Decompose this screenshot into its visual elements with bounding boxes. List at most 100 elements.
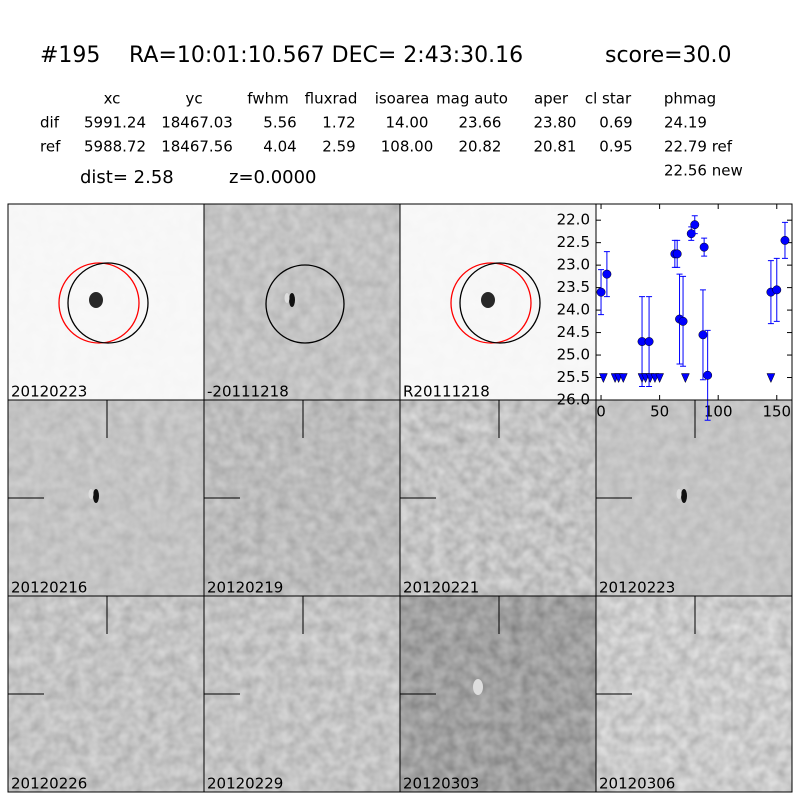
y-tick-label: 23.5 bbox=[557, 278, 590, 296]
column-header: fluxrad bbox=[305, 90, 358, 108]
data-point bbox=[698, 330, 708, 340]
candidate-id: #195 bbox=[40, 43, 100, 68]
panel-label: 20120306 bbox=[599, 775, 675, 793]
table-cell: 5988.72 bbox=[84, 138, 146, 156]
image-panel: 20120226 bbox=[7, 595, 205, 793]
table-cell: 24.19 bbox=[664, 114, 707, 132]
y-tick-label: 25.0 bbox=[557, 346, 590, 364]
source bbox=[681, 489, 687, 503]
image-panel: 20120306 bbox=[595, 595, 793, 793]
upper-limit bbox=[618, 373, 628, 384]
table-cell: 108.00 bbox=[381, 138, 434, 156]
score: score=30.0 bbox=[605, 43, 732, 68]
table-cell: 4.04 bbox=[263, 138, 296, 156]
table-cell: 1.72 bbox=[322, 114, 355, 132]
data-point bbox=[644, 337, 654, 347]
column-header: mag auto bbox=[436, 90, 508, 108]
image-panel: 20120223 bbox=[595, 399, 793, 597]
column-header: phmag bbox=[664, 90, 716, 108]
row-label: dif bbox=[40, 114, 60, 132]
source bbox=[676, 489, 682, 499]
table-cell: 23.80 bbox=[534, 114, 577, 132]
panel-label: -20111218 bbox=[207, 383, 289, 401]
source bbox=[89, 292, 103, 308]
y-tick-label: 22.0 bbox=[557, 211, 590, 229]
column-header: xc bbox=[104, 90, 121, 108]
redshift: z=0.0000 bbox=[229, 167, 317, 188]
table-cell: 18467.56 bbox=[161, 138, 233, 156]
source bbox=[481, 292, 495, 308]
y-tick-label: 22.5 bbox=[557, 233, 590, 251]
column-header: isoarea bbox=[375, 90, 430, 108]
plot-frame bbox=[595, 203, 793, 401]
panel-label: 20120226 bbox=[11, 775, 87, 793]
panel-image bbox=[204, 204, 400, 400]
panel-label: 20120221 bbox=[403, 579, 479, 597]
panel-label: R20111218 bbox=[403, 383, 490, 401]
panel-image bbox=[8, 204, 204, 400]
dif-circle bbox=[459, 262, 541, 344]
data-point bbox=[780, 235, 790, 245]
dif-circle bbox=[67, 262, 149, 344]
table-cell: 14.00 bbox=[386, 114, 429, 132]
source bbox=[88, 489, 94, 499]
image-panel: 20120216 bbox=[7, 399, 205, 597]
table-cell: 0.95 bbox=[599, 138, 632, 156]
data-point bbox=[690, 220, 700, 230]
data-point bbox=[772, 285, 782, 295]
image-panel: 20120229 bbox=[203, 595, 401, 793]
ref-circle bbox=[450, 262, 532, 344]
row-label: ref bbox=[40, 138, 61, 156]
new-mag: 22.56 new bbox=[664, 162, 743, 180]
table-cell: 0.69 bbox=[599, 114, 632, 132]
panel-image bbox=[400, 204, 596, 400]
data-point bbox=[699, 242, 709, 252]
upper-limit bbox=[766, 373, 776, 384]
panel-frame bbox=[595, 595, 793, 793]
source bbox=[284, 293, 290, 303]
table-cell: 22.79 ref bbox=[664, 138, 733, 156]
column-header: aper bbox=[534, 90, 569, 108]
image-panel: 20120303 bbox=[399, 595, 597, 793]
y-tick-label: 24.0 bbox=[557, 301, 590, 319]
table-cell: 18467.03 bbox=[161, 114, 233, 132]
source bbox=[473, 679, 483, 695]
column-header: yc bbox=[185, 90, 202, 108]
data-point bbox=[703, 370, 713, 380]
table-cell: 5.56 bbox=[263, 114, 296, 132]
panel-label: 20120229 bbox=[207, 775, 283, 793]
x-tick-label: 50 bbox=[650, 403, 669, 421]
coordinates: RA=10:01:10.567 DEC= 2:43:30.16 bbox=[129, 43, 523, 68]
upper-limit bbox=[598, 373, 608, 384]
data-point bbox=[602, 269, 612, 279]
image-panel: 20120223 bbox=[7, 203, 205, 401]
y-tick-label: 23.0 bbox=[557, 256, 590, 274]
data-point bbox=[678, 316, 688, 326]
upper-limit bbox=[655, 373, 664, 384]
panel-label: 20120216 bbox=[11, 579, 87, 597]
image-panel: 20120219 bbox=[203, 399, 401, 597]
table-cell: 23.66 bbox=[459, 114, 502, 132]
panel-label: 20120219 bbox=[207, 579, 283, 597]
image-panel: 20120221 bbox=[399, 399, 597, 597]
x-tick-label: 150 bbox=[762, 403, 791, 421]
source bbox=[93, 489, 99, 503]
image-panel: -20111218 bbox=[203, 203, 401, 401]
panel-label: 20120223 bbox=[11, 383, 87, 401]
image-panel: R20111218 bbox=[399, 203, 597, 401]
source bbox=[289, 293, 295, 307]
x-tick-label: 0 bbox=[596, 403, 606, 421]
upper-limit bbox=[681, 373, 690, 384]
x-tick-label: 100 bbox=[704, 403, 733, 421]
table-cell: 20.81 bbox=[534, 138, 577, 156]
column-header: fwhm bbox=[247, 90, 288, 108]
table-cell: 5991.24 bbox=[84, 114, 146, 132]
y-tick-label: 24.5 bbox=[557, 323, 590, 341]
table-cell: 20.82 bbox=[459, 138, 502, 156]
data-point bbox=[672, 249, 682, 259]
panel-label: 20120303 bbox=[403, 775, 479, 793]
distance: dist= 2.58 bbox=[80, 167, 174, 188]
dif-circle bbox=[265, 264, 345, 344]
y-tick-label: 25.5 bbox=[557, 368, 590, 386]
